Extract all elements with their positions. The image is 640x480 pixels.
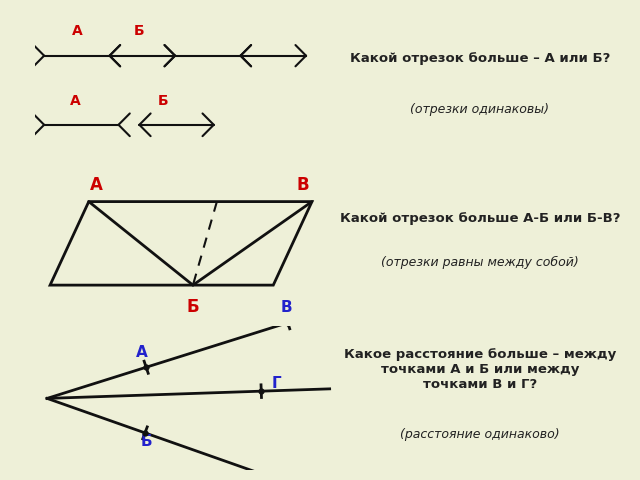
Text: Какой отрезок больше А-Б или Б-В?: Какой отрезок больше А-Б или Б-В? [340, 212, 620, 226]
Text: Б: Б [134, 24, 145, 38]
Text: А: А [90, 176, 103, 194]
Text: Г: Г [271, 376, 282, 391]
Text: Б: Б [187, 298, 199, 316]
Text: (отрезки одинаковы): (отрезки одинаковы) [410, 103, 550, 116]
Text: В: В [280, 300, 292, 315]
Text: Б: Б [158, 94, 168, 108]
Text: Какое расстояние больше – между
точками А и Б или между
точками В и Г?: Какое расстояние больше – между точками … [344, 348, 616, 391]
Text: А: А [136, 345, 148, 360]
Text: Какой отрезок больше – А или Б?: Какой отрезок больше – А или Б? [350, 52, 610, 65]
Text: А: А [72, 24, 82, 38]
Text: В: В [296, 176, 309, 194]
Text: (расстояние одинаково): (расстояние одинаково) [400, 428, 560, 441]
Text: Б: Б [141, 434, 152, 449]
Text: (отрезки равны между собой): (отрезки равны между собой) [381, 255, 579, 269]
Text: А: А [70, 94, 81, 108]
